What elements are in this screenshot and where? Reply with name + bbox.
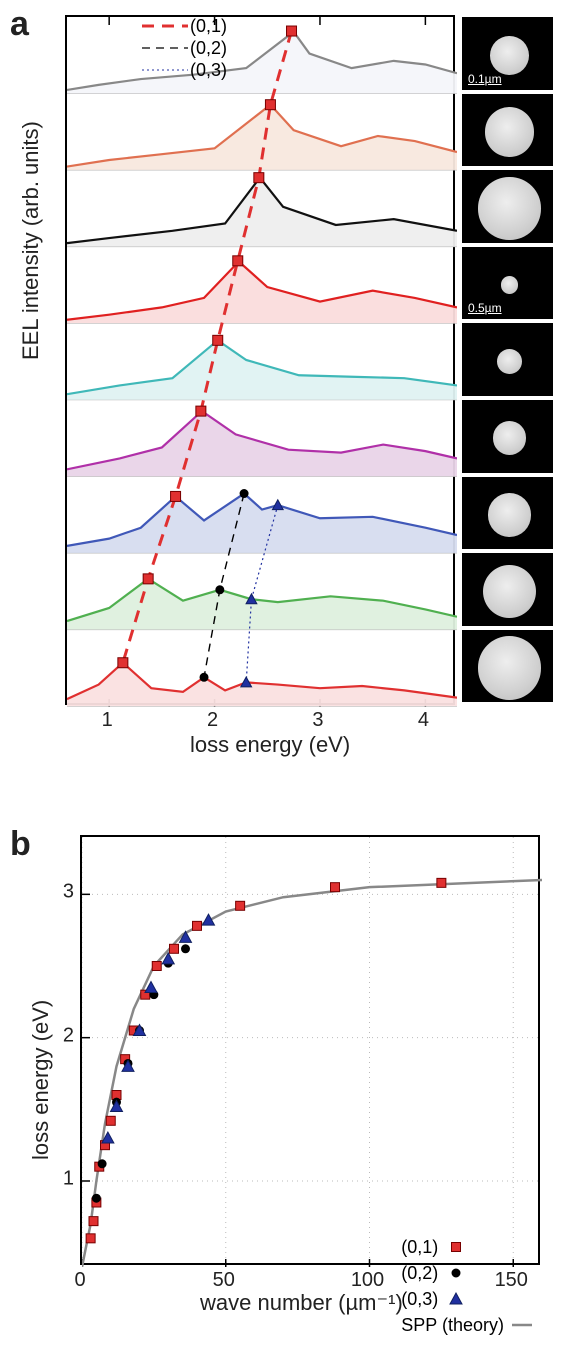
legend-marker <box>512 1315 532 1335</box>
legend-row: (0,2) <box>140 37 227 59</box>
panel-b-xtick: 100 <box>351 1269 384 1292</box>
legend-label: (0,3) <box>401 1289 438 1310</box>
panel-b-ytick: 3 <box>44 881 74 904</box>
panel-a-svg <box>67 17 457 707</box>
thumbnail <box>460 321 555 398</box>
disk-icon <box>478 177 540 239</box>
legend-label: (0,2) <box>190 38 227 59</box>
legend-label: SPP (theory) <box>401 1315 504 1336</box>
legend-marker <box>446 1263 466 1283</box>
panel-a: a EEL intensity (arb. units) loss energy… <box>10 10 550 750</box>
panel-b-ytick: 2 <box>44 1024 74 1047</box>
legend-row: SPP (theory) <box>401 1312 538 1338</box>
legend-marker <box>446 1237 466 1257</box>
legend-label: (0,1) <box>190 16 227 37</box>
legend-row: (0,3) <box>140 59 227 81</box>
disk-icon <box>490 36 529 75</box>
scale-bar-label: 0.5µm <box>468 301 502 315</box>
thumbnail: 0.5µm <box>460 245 555 322</box>
panel-b-ytick: 1 <box>44 1168 74 1191</box>
disk-icon <box>483 565 536 618</box>
thumbnail-column: 0.1µm 0.5µm <box>460 15 555 704</box>
thumbnail <box>460 551 555 628</box>
panel-b-xtick: 0 <box>74 1269 85 1292</box>
thumbnail <box>460 475 555 552</box>
legend-marker <box>446 1289 466 1309</box>
disk-icon <box>488 493 532 537</box>
thumbnail: 0.1µm <box>460 15 555 92</box>
panel-a-xtick: 2 <box>207 709 218 732</box>
figure: a EEL intensity (arb. units) loss energy… <box>0 0 562 1363</box>
legend-row: (0,1) <box>401 1234 538 1260</box>
panel-a-legend: (0,1)(0,2)(0,3) <box>140 15 227 81</box>
panel-b-plot <box>80 835 540 1265</box>
panel-b-xtick: 50 <box>213 1269 235 1292</box>
panel-a-xtick: 4 <box>418 709 429 732</box>
disk-icon <box>485 107 534 156</box>
thumbnail <box>460 92 555 169</box>
legend-label: (0,1) <box>401 1237 438 1258</box>
thumbnail <box>460 398 555 475</box>
thumbnail <box>460 628 555 705</box>
panel-b-xtick: 150 <box>495 1269 528 1292</box>
panel-a-ylabel: EEL intensity (arb. units) <box>18 121 44 360</box>
scale-bar-label: 0.1µm <box>468 72 502 86</box>
legend-label: (0,2) <box>401 1263 438 1284</box>
panel-b-svg <box>82 837 542 1267</box>
panel-a-label: a <box>10 5 29 44</box>
panel-a-xtick: 3 <box>312 709 323 732</box>
panel-b: b loss energy (eV) wave number (µm⁻¹) (0… <box>10 830 550 1350</box>
panel-a-xlabel: loss energy (eV) <box>190 732 350 758</box>
thumbnail <box>460 168 555 245</box>
legend-label: (0,3) <box>190 60 227 81</box>
disk-icon <box>478 636 542 700</box>
legend-row: (0,1) <box>140 15 227 37</box>
panel-b-xlabel: wave number (µm⁻¹) <box>200 1290 403 1316</box>
disk-icon <box>493 421 527 455</box>
panel-a-plot <box>65 15 455 705</box>
panel-b-label: b <box>10 825 31 864</box>
disk-icon <box>497 349 522 374</box>
disk-icon <box>501 276 519 294</box>
panel-a-xtick: 1 <box>102 709 113 732</box>
